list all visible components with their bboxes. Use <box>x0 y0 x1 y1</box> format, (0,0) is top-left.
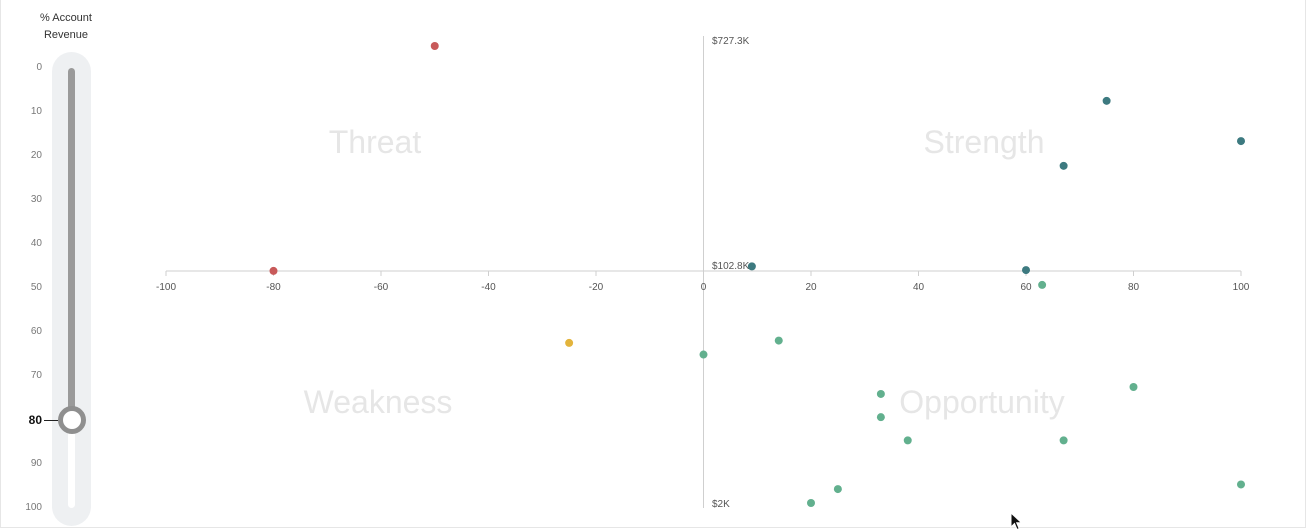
data-point-strength <box>1237 137 1245 146</box>
x-tick-label: -40 <box>481 282 496 293</box>
quadrant-label-weakness: Weakness <box>304 384 453 420</box>
data-point-strength <box>1022 266 1030 275</box>
data-point-opportunity <box>903 436 912 445</box>
slider-title: % Account Revenue <box>24 10 108 44</box>
slider-scale-tick: 40 <box>30 238 42 249</box>
slider-fill <box>68 68 75 420</box>
mouse-cursor-icon <box>1010 512 1023 531</box>
slider-scale-tick: 90 <box>30 458 42 469</box>
data-point-opportunity <box>1237 480 1245 489</box>
y-label-max: $727.3K <box>712 36 750 47</box>
y-label-middle: $102.8K <box>712 261 750 272</box>
quadrant-label-threat: Threat <box>329 124 422 160</box>
quadrant-label-strength: Strength <box>924 124 1045 160</box>
data-point-weakness <box>565 338 574 347</box>
x-tick-label: 20 <box>805 282 817 293</box>
data-point-opportunity <box>1038 280 1047 289</box>
x-tick-label: 80 <box>1128 282 1140 293</box>
x-tick-label: -80 <box>266 282 281 293</box>
data-point-threat <box>430 42 439 50</box>
data-point-opportunity <box>1129 383 1138 391</box>
slider-scale-tick: 20 <box>30 150 42 161</box>
slider-value-label: 80 <box>28 413 42 427</box>
slider-scale-tick: 10 <box>30 106 42 117</box>
x-tick-label: 100 <box>1233 282 1250 293</box>
slider-scale-tick: 0 <box>36 62 42 73</box>
data-point-threat <box>269 266 278 275</box>
slider-scale-tick: 30 <box>30 194 42 205</box>
data-point-opportunity <box>807 499 815 507</box>
data-point-opportunity <box>876 389 885 398</box>
data-point-strength <box>1102 96 1111 105</box>
slider-scale-tick: 60 <box>30 326 42 337</box>
data-point-opportunity <box>876 413 885 422</box>
x-tick-label: 0 <box>701 282 707 293</box>
slider-scale-tick: 100 <box>25 502 42 513</box>
data-point-opportunity <box>774 336 783 345</box>
data-point-opportunity <box>833 485 842 494</box>
y-label-min: $2K <box>712 499 730 510</box>
slider-scale-tick: 70 <box>30 370 42 381</box>
slider-value-pointer <box>44 420 58 421</box>
slider-title-line1: % Account <box>40 12 92 24</box>
x-tick-label: 60 <box>1020 282 1032 293</box>
slider-title-line2: Revenue <box>43 29 89 41</box>
slider-scale-tick: 50 <box>30 282 42 293</box>
quadrant-label-opportunity: Opportunity <box>899 384 1064 420</box>
data-point-strength <box>747 262 756 271</box>
x-tick-label: -60 <box>374 282 389 293</box>
x-tick-label: -100 <box>156 282 176 293</box>
data-point-strength <box>1059 161 1068 170</box>
data-point-opportunity <box>1059 436 1068 445</box>
x-tick-label: 40 <box>913 282 925 293</box>
slider-thumb[interactable] <box>58 406 86 434</box>
data-point-opportunity <box>699 350 708 359</box>
x-tick-label: -20 <box>589 282 604 293</box>
